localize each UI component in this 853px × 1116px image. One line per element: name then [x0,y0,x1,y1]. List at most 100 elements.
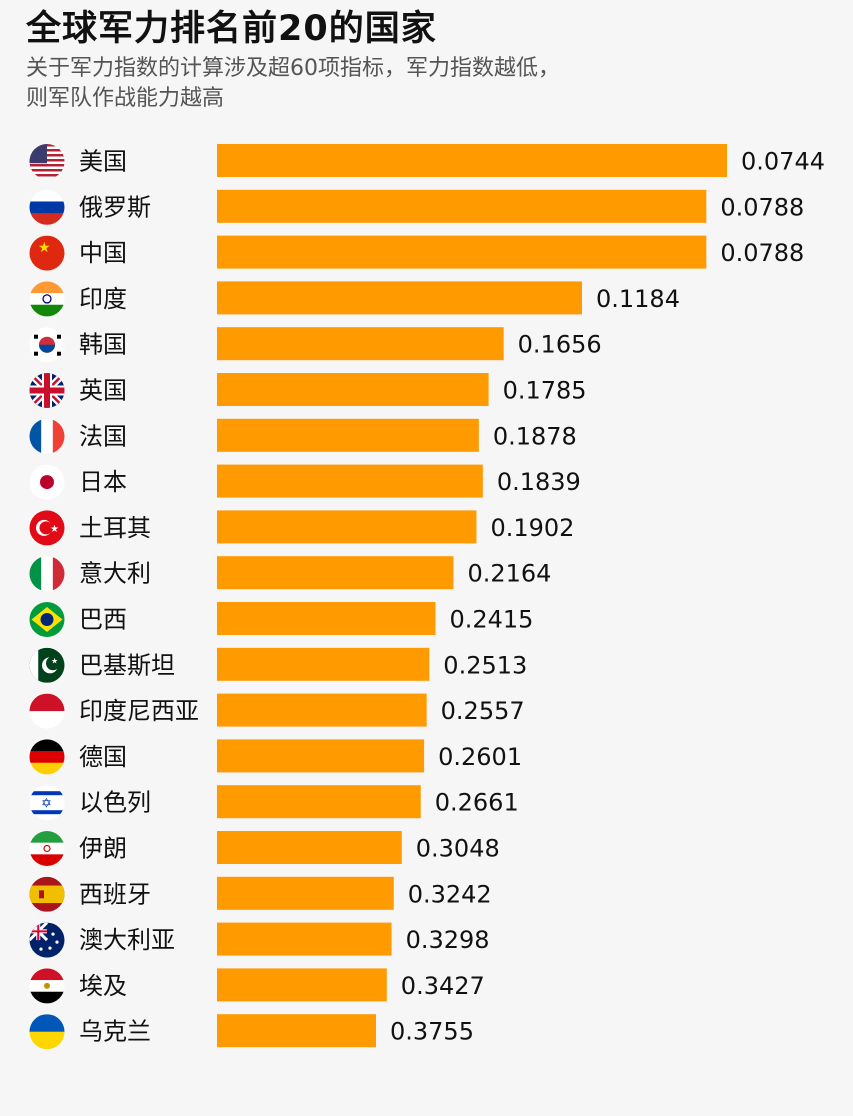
uk-flag-icon [29,373,65,408]
value-label: 0.2164 [467,560,551,588]
category-label: 俄罗斯 [79,193,151,221]
bar [217,556,454,590]
value-label: 0.1184 [596,285,680,313]
spain-flag-icon [29,876,65,912]
bar-row: 法国 0.1878 [29,418,577,454]
bar-row: 英国 0.1785 [29,373,587,408]
category-label: 巴西 [79,606,127,634]
value-label: 0.1785 [503,377,587,405]
svg-text:★: ★ [38,240,51,256]
korea-flag-icon [29,327,65,363]
page-title: 全球军力排名前20的国家 [26,9,437,49]
france-flag-icon [29,418,65,454]
pakistan-flag-icon: ★ [29,647,65,683]
svg-text:★: ★ [51,656,58,665]
value-label: 0.2557 [441,697,525,725]
svg-text:✡: ✡ [41,797,52,812]
bar [217,510,477,544]
bar-row: 俄罗斯 0.0788 [29,189,804,225]
value-label: 0.2661 [435,789,519,817]
category-label: 中国 [79,239,127,267]
india-flag-icon [29,281,65,317]
ukraine-flag-icon [29,1014,65,1050]
value-label: 0.3427 [401,972,485,1000]
value-label: 0.2601 [438,743,522,771]
bar-row: 美国 0.0744 [29,144,825,179]
australia-flag-icon [29,922,65,958]
value-label: 0.3298 [406,926,490,954]
value-label: 0.1902 [490,514,574,542]
bar [217,373,489,406]
china-flag-icon: ★ [29,235,65,271]
bar-row: 意大利 0.2164 [29,556,551,592]
bar-row: 巴西 0.2415 [29,602,533,637]
category-label: 意大利 [79,560,151,588]
value-label: 0.3048 [416,835,500,863]
bar-row: 日本 0.1839 [29,464,581,500]
bar [217,876,394,910]
value-label: 0.0788 [720,239,804,267]
bar-row: 西班牙 0.3242 [29,876,492,912]
category-label: 法国 [79,422,127,450]
category-label: 英国 [79,377,127,405]
category-label: 以色列 [79,789,151,817]
japan-flag-icon [29,464,65,500]
russia-flag-icon [29,189,65,225]
bar [217,785,421,819]
value-label: 0.3242 [408,880,492,908]
usa-flag-icon [29,144,65,179]
category-label: 伊朗 [79,835,127,863]
category-label: 乌克兰 [79,1018,151,1046]
value-label: 0.2513 [443,651,527,679]
category-label: 韩国 [79,331,127,359]
category-label: 西班牙 [79,880,151,908]
bar-row: 德国 0.2601 [29,739,522,775]
category-label: 澳大利亚 [79,926,175,954]
category-label: 日本 [79,468,127,496]
turkey-flag-icon: ★ [29,510,65,546]
category-label: 土耳其 [79,514,151,542]
bar [217,235,707,269]
bar [217,418,479,452]
bar-row: 乌克兰 0.3755 [29,1014,474,1050]
bar [217,464,483,498]
bar [217,968,387,1002]
bar-row: 印度 0.1184 [29,281,680,317]
bar-row: ★ 巴基斯坦 0.2513 [29,647,527,683]
italy-flag-icon [29,556,65,592]
egypt-flag-icon [29,968,65,1004]
bar-row: 印度尼西亚 0.2557 [29,693,525,729]
category-label: 巴基斯坦 [79,651,175,679]
category-label: 印度尼西亚 [79,697,199,725]
subtitle-line-1: 关于军力指数的计算涉及超60项指标，军力指数越低， [26,56,560,81]
value-label: 0.1656 [518,331,602,359]
bar-row: 埃及 0.3427 [29,968,485,1004]
category-label: 德国 [79,743,127,771]
bar [217,922,392,956]
bar-row: 伊朗 0.3048 [29,831,500,866]
value-label: 0.1839 [497,468,581,496]
bar [217,1014,376,1048]
bar [217,189,707,223]
subtitle-line-2: 则军队作战能力越高 [26,86,225,111]
value-label: 0.1878 [493,422,577,450]
indonesia-flag-icon [29,693,65,729]
bar-row: 韩国 0.1656 [29,327,602,363]
category-label: 埃及 [79,972,127,1000]
bar-row: 澳大利亚 0.3298 [29,922,490,958]
bar [217,693,427,727]
iran-flag-icon [29,831,65,866]
svg-text:★: ★ [50,524,59,535]
germany-flag-icon [29,739,65,775]
israel-flag-icon: ✡ [29,785,65,821]
category-label: 美国 [79,148,127,176]
bar [217,281,582,315]
bar [217,327,504,361]
bar-row: ★ 中国 0.0788 [29,235,804,271]
page-subtitle: 关于军力指数的计算涉及超60项指标，军力指数越低， 则军队作战能力越高 [26,54,806,114]
bar [217,647,430,681]
bar [217,739,425,773]
value-label: 0.0788 [720,193,804,221]
